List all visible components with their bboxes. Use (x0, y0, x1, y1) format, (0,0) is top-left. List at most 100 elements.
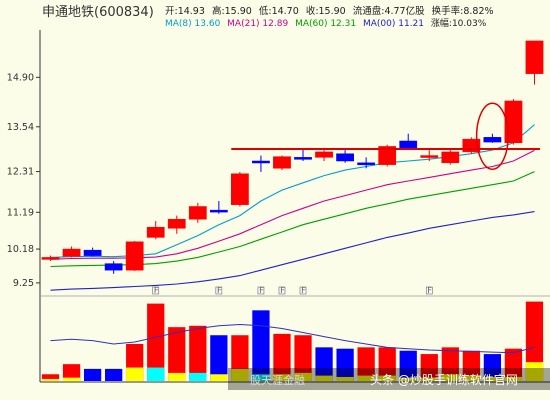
quote-summary: 开:14.93 高:15.90 低:14.70 收:15.90 流通盘:4.77… (165, 5, 494, 17)
candle-body (167, 218, 186, 229)
volume-bar-segment (525, 362, 544, 381)
candle-body (83, 249, 102, 256)
highlight-circle (475, 102, 509, 171)
event-marker-label: F (154, 286, 159, 295)
volume-bar-segment (336, 376, 354, 381)
volume-bar-segment (41, 378, 60, 381)
volume-bar (252, 310, 270, 381)
ma21-legend: MA(21) 12.89 (227, 19, 288, 29)
volume-bars (41, 301, 544, 381)
y-tick-label: 10.18 (7, 244, 34, 255)
close-label: 收: (306, 5, 319, 17)
volume-bar-segment (168, 372, 186, 381)
low-label: 低: (259, 5, 272, 17)
ma8-legend: MA(8) 13.60 (165, 19, 221, 29)
open-value: 14.93 (178, 6, 205, 17)
volume-bar-segment (315, 375, 333, 381)
volume-bar (315, 347, 333, 381)
volume-bar-segment (294, 372, 312, 381)
ma-line (50, 211, 535, 291)
volume-bar-segment (62, 377, 81, 381)
volume-bar (357, 347, 375, 381)
candle-body (525, 40, 544, 74)
volume-bar (147, 303, 165, 381)
volume-bar (273, 333, 291, 381)
event-marker-label: F (217, 286, 222, 295)
candle-body (441, 151, 460, 164)
volume-ma (50, 323, 535, 354)
volume-bar (168, 327, 186, 381)
volume-bar (462, 350, 480, 381)
event-marker (278, 286, 286, 295)
event-marker (215, 286, 223, 295)
candle-body (399, 140, 418, 149)
event-marker (425, 286, 433, 295)
volume-bar-segment (399, 377, 417, 381)
y-axis-ticks: 14.90 13.54 12.31 11.19 10.18 9.25 (7, 72, 40, 289)
change-value: 10.03% (452, 19, 487, 29)
turnover-label: 换手率: (432, 5, 464, 17)
candle-body (62, 248, 81, 257)
volume-bar-segment (441, 374, 459, 381)
volume-bar-segment (357, 375, 375, 381)
event-marker-label: F (301, 286, 306, 295)
candle-body (209, 209, 228, 213)
volume-bar (62, 364, 81, 381)
volume-bar-segment (210, 374, 228, 381)
candle-body (146, 226, 165, 238)
candle-body (252, 160, 270, 164)
ma60-legend: MA(60) 12.31 (295, 19, 356, 29)
volume-bar (189, 325, 207, 381)
candle-body (315, 151, 333, 158)
candle-body (273, 156, 291, 169)
candle-body (41, 257, 60, 260)
volume-bar (336, 348, 354, 381)
candle-body (125, 241, 144, 271)
candle-body (504, 100, 523, 144)
candle-body (483, 137, 502, 143)
volume-bar (210, 335, 228, 381)
candle-body (294, 157, 312, 160)
volume-bar (483, 354, 502, 381)
volume-bar (294, 335, 312, 381)
y-tick-label: 12.31 (7, 167, 34, 178)
event-marker (152, 286, 160, 295)
ma00-legend: MA(00) 11.21 (363, 19, 424, 29)
y-tick-label: 11.19 (7, 207, 34, 218)
candle-body (188, 206, 207, 220)
volume-bar-segment (252, 374, 270, 381)
volume-bar-segment (504, 376, 523, 381)
low-value: 14.70 (272, 6, 299, 17)
float-label: 流通盘: (353, 5, 385, 17)
volume-bar (399, 350, 417, 381)
watermark-bg (228, 368, 550, 390)
volume-bar-segment (189, 372, 207, 381)
y-tick-label: 9.25 (13, 278, 34, 289)
candle-body (104, 263, 123, 271)
volume-bar-segment (462, 375, 480, 381)
candle-body (378, 146, 397, 165)
open-label: 开: (165, 6, 178, 17)
ma-line (50, 149, 535, 260)
event-marker-label: F (427, 286, 432, 295)
volume-ma-line (50, 323, 535, 354)
event-marker (299, 286, 307, 295)
volume-bar (504, 348, 523, 381)
volume-bar-segment (483, 376, 502, 381)
volume-bar-segment (273, 374, 291, 381)
volume-bar (378, 347, 396, 381)
event-marker-label: F (259, 286, 264, 295)
watermark: 股天涯金融 头条 @炒股手训练软件官网 (228, 368, 550, 390)
high-value: 15.90 (225, 6, 252, 17)
volume-bar-segment (231, 368, 249, 381)
volume-bar-segment (126, 367, 144, 381)
candle-body (357, 162, 376, 166)
volume-bar-segment (378, 375, 396, 381)
y-tick-label: 13.54 (7, 122, 34, 133)
turnover-value: 8.82% (463, 6, 493, 17)
watermark-sub: 股天涯金融 (250, 373, 305, 387)
volume-bar (105, 368, 123, 381)
event-marker (257, 286, 265, 295)
